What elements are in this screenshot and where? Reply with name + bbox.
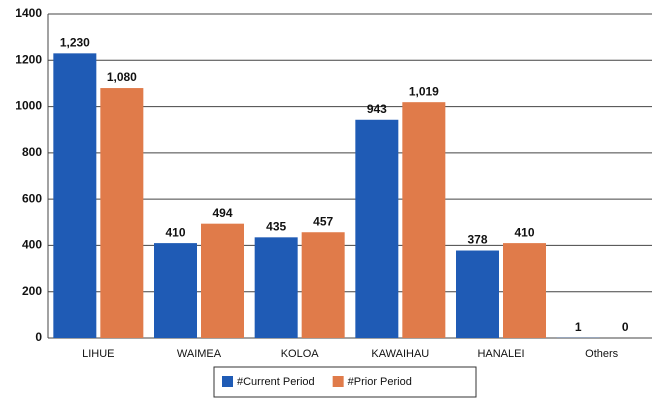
x-tick-label: HANALEI [477, 348, 524, 360]
y-tick-label: 1200 [15, 52, 42, 66]
value-label: 410 [514, 225, 534, 239]
value-label: 410 [165, 225, 185, 239]
legend-label: #Current Period [237, 376, 315, 388]
bar [53, 53, 97, 338]
value-label: 943 [367, 102, 387, 116]
value-label: 1,230 [60, 36, 90, 50]
x-tick-label: WAIMEA [177, 348, 222, 360]
bar [503, 243, 546, 338]
y-tick-label: 800 [22, 145, 42, 159]
bar [355, 119, 399, 339]
y-tick-label: 1400 [15, 6, 42, 20]
x-tick-label: KAWAIHAU [371, 348, 429, 360]
bar [154, 243, 197, 338]
value-label: 1,019 [409, 84, 439, 98]
x-tick-label: KOLOA [281, 348, 320, 360]
legend-swatch [332, 376, 344, 387]
value-label: 457 [313, 214, 333, 228]
value-label: 1 [575, 320, 582, 334]
bar [402, 102, 446, 338]
bar [456, 250, 499, 338]
value-label: 1,080 [107, 70, 137, 84]
y-tick-label: 1000 [15, 99, 42, 113]
bar [201, 223, 244, 338]
value-label: 0 [622, 320, 629, 334]
x-tick-label: LIHUE [82, 348, 114, 360]
legend-box [213, 366, 477, 398]
bar [301, 232, 345, 338]
value-label: 378 [467, 233, 487, 247]
legend-label: #Prior Period [348, 376, 412, 388]
bar [254, 237, 298, 338]
value-label: 494 [212, 206, 232, 220]
y-tick-label: 200 [22, 284, 42, 298]
y-tick-label: 400 [22, 238, 42, 252]
x-tick-label: Others [585, 348, 619, 360]
y-tick-label: 600 [22, 191, 42, 205]
value-label: 435 [266, 220, 286, 234]
bar [100, 88, 144, 338]
y-tick-label: 0 [35, 330, 42, 344]
legend-swatch [222, 376, 233, 387]
